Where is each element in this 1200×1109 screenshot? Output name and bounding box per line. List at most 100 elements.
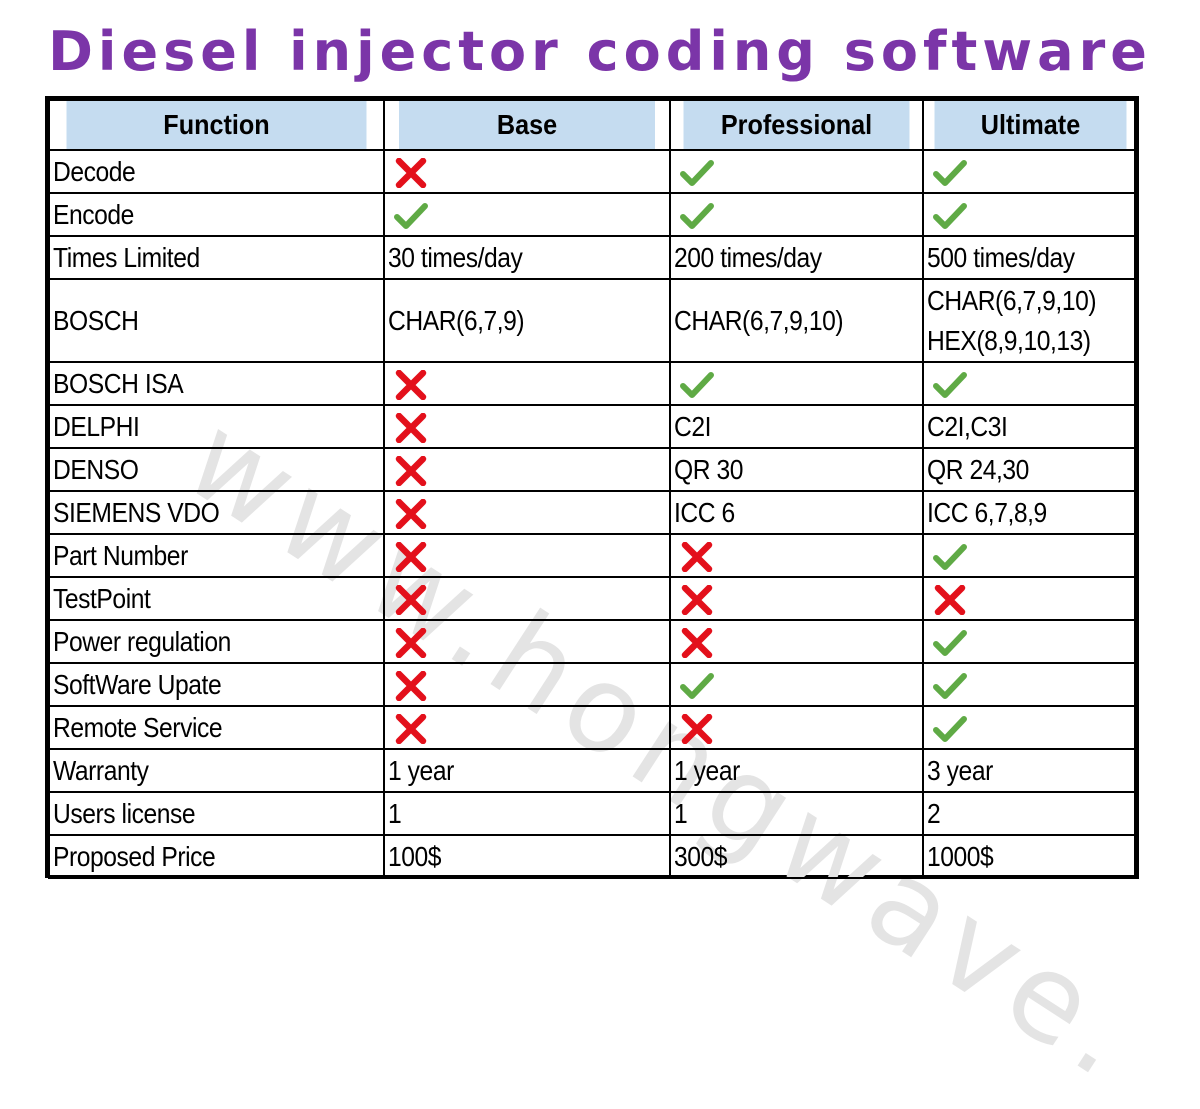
- cell-function: DELPHI: [48, 404, 385, 449]
- cell-function: Encode: [48, 192, 385, 237]
- cell-base: [383, 619, 671, 664]
- check-icon: [680, 158, 714, 188]
- cell-function: SIEMENS VDO: [48, 490, 385, 535]
- function-label: Power regulation: [53, 625, 231, 657]
- cell-value: 1: [388, 797, 402, 829]
- cross-icon: [394, 498, 428, 530]
- cell-professional: [669, 533, 924, 578]
- function-label: Proposed Price: [53, 840, 216, 872]
- cell-value: C2I: [674, 410, 712, 442]
- header-function: Function: [64, 99, 369, 151]
- cross-icon: [680, 541, 714, 573]
- cell-ultimate: [922, 533, 1139, 578]
- function-label: Warranty: [53, 754, 149, 786]
- cell-value: 100$: [388, 840, 442, 872]
- cell-base: [383, 447, 671, 492]
- cross-icon: [680, 713, 714, 745]
- function-label: SoftWare Upate: [53, 668, 222, 700]
- cell-value: 1000$: [927, 840, 994, 872]
- cell-ultimate: [922, 619, 1139, 664]
- function-label: BOSCH ISA: [53, 367, 184, 399]
- cell-professional: [669, 192, 924, 237]
- check-icon: [933, 201, 967, 231]
- cell-function: BOSCH ISA: [48, 361, 385, 406]
- page-title: Diesel injector coding software: [48, 20, 1152, 83]
- table-row: Power regulation: [48, 619, 1139, 664]
- cell-value: CHAR(6,7,9,10): [674, 304, 844, 336]
- cell-base: [383, 361, 671, 406]
- cell-function: Users license: [48, 791, 385, 836]
- cell-function: Power regulation: [48, 619, 385, 664]
- cell-base: 1 year: [383, 748, 671, 793]
- cell-ultimate: [922, 576, 1139, 621]
- comparison-table-container: www.hongwave. Function Base Professional…: [45, 96, 1167, 1109]
- cross-icon: [394, 369, 428, 401]
- function-label: Times Limited: [53, 241, 200, 273]
- table-row: DENSO QR 30 QR 24,30: [48, 447, 1139, 492]
- cell-function: Remote Service: [48, 705, 385, 750]
- table-row: SIEMENS VDO ICC 6 ICC 6,7,8,9: [48, 490, 1139, 535]
- cross-icon: [394, 670, 428, 702]
- check-icon: [933, 714, 967, 744]
- cell-function: TestPoint: [48, 576, 385, 621]
- cross-icon: [394, 412, 428, 444]
- cell-ultimate: 1000$: [922, 834, 1139, 879]
- cell-professional: 300$: [669, 834, 924, 879]
- cell-base: [383, 705, 671, 750]
- cell-value: ICC 6,7,8,9: [927, 496, 1047, 528]
- cross-icon: [394, 713, 428, 745]
- table-row: BOSCH ISA: [48, 361, 1139, 406]
- function-label: Part Number: [53, 539, 188, 571]
- check-icon: [680, 201, 714, 231]
- comparison-table: Function Base Professional Ultimate Deco…: [48, 99, 1139, 879]
- cross-icon: [680, 584, 714, 616]
- cross-icon: [933, 584, 967, 616]
- table-row: Proposed Price 100$ 300$ 1000$: [48, 834, 1139, 879]
- cell-professional: [669, 361, 924, 406]
- cell-function: Warranty: [48, 748, 385, 793]
- cell-ultimate: C2I,C3I: [922, 404, 1139, 449]
- check-icon: [933, 671, 967, 701]
- function-label: Decode: [53, 155, 136, 187]
- table-row: Part Number: [48, 533, 1139, 578]
- cell-function: SoftWare Upate: [48, 662, 385, 707]
- cross-icon: [394, 627, 428, 659]
- cell-professional: 1: [669, 791, 924, 836]
- cross-icon: [394, 455, 428, 487]
- function-label: DELPHI: [53, 410, 140, 442]
- table-row: DELPHI C2I C2I,C3I: [48, 404, 1139, 449]
- cell-professional: [669, 662, 924, 707]
- cell-base: [383, 149, 671, 194]
- cell-professional: [669, 619, 924, 664]
- cell-ultimate: 500 times/day: [922, 235, 1139, 280]
- cell-base: CHAR(6,7,9): [383, 278, 671, 363]
- cell-value: 200 times/day: [674, 241, 822, 273]
- table-row: BOSCH CHAR(6,7,9) CHAR(6,7,9,10) CHAR(6,7,9…: [48, 278, 1139, 363]
- cell-base: [383, 404, 671, 449]
- cell-function: Decode: [48, 149, 385, 194]
- cell-function: Proposed Price: [48, 834, 385, 879]
- cell-value: 3 year: [927, 754, 993, 786]
- function-label: DENSO: [53, 453, 139, 485]
- cell-value-line: HEX(8,9,10,13): [927, 324, 1091, 356]
- cross-icon: [394, 157, 428, 189]
- cell-professional: QR 30: [669, 447, 924, 492]
- function-label: TestPoint: [53, 582, 151, 614]
- cell-professional: C2I: [669, 404, 924, 449]
- cell-value: QR 30: [674, 453, 744, 485]
- cell-professional: [669, 705, 924, 750]
- cell-base: 100$: [383, 834, 671, 879]
- cell-function: Part Number: [48, 533, 385, 578]
- cell-value: 2: [927, 797, 941, 829]
- cell-base: [383, 533, 671, 578]
- cell-base: [383, 576, 671, 621]
- check-icon: [394, 201, 428, 231]
- function-label: Remote Service: [53, 711, 223, 743]
- header-base: Base: [397, 99, 657, 151]
- table-row: SoftWare Upate: [48, 662, 1139, 707]
- cell-professional: [669, 149, 924, 194]
- cell-value: 300$: [674, 840, 728, 872]
- cell-function: Times Limited: [48, 235, 385, 280]
- cell-value: 1 year: [388, 754, 454, 786]
- table-row: Remote Service: [48, 705, 1139, 750]
